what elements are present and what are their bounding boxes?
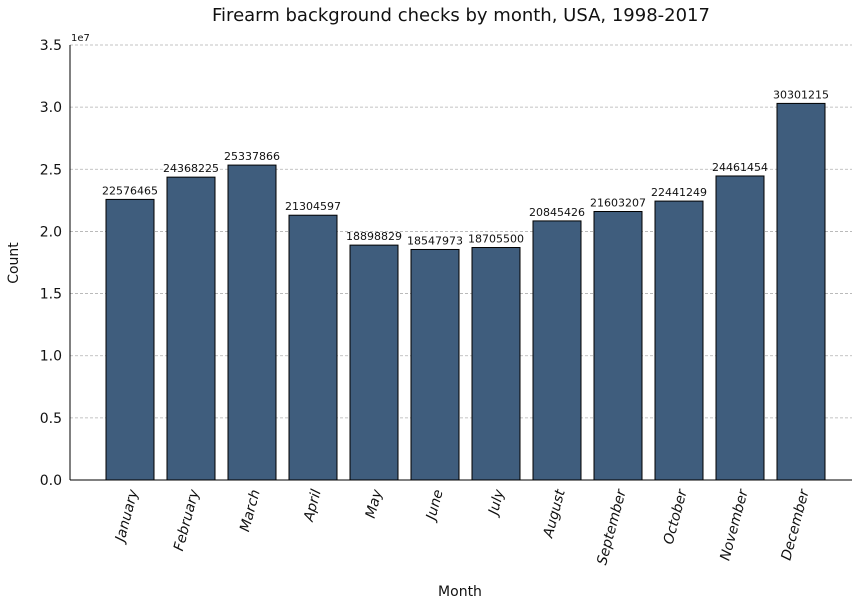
x-tick-label: June: [423, 488, 447, 524]
x-tick-label: July: [485, 487, 508, 519]
bar-may: [349, 244, 399, 481]
y-tick-label: 3.5: [40, 38, 62, 54]
data-label: 18898829: [346, 230, 402, 243]
y-tick-label: 2.0: [40, 224, 62, 240]
data-label: 18705500: [468, 233, 524, 246]
y-tick-label: 3.0: [40, 100, 62, 116]
y-axis-label: Count: [6, 242, 22, 284]
x-tick-label: August: [540, 487, 569, 540]
bar-july: [471, 247, 521, 481]
x-tick-label: January: [112, 487, 142, 546]
bar-september: [593, 211, 643, 481]
x-tick-label: March: [237, 488, 264, 534]
bar-june: [410, 248, 460, 481]
bar-december: [776, 102, 826, 481]
data-label: 20845426: [529, 206, 585, 219]
x-tick-label: September: [594, 487, 630, 567]
y-tick-label: 0.0: [40, 473, 62, 489]
x-tick-label: April: [301, 488, 325, 524]
y-ticks: 0.0 0.5 1.0 1.5 2.0 2.5 3.0 3.5: [40, 38, 62, 489]
bar-april: [288, 214, 338, 481]
x-tick-label: November: [717, 487, 752, 563]
y-tick-label: 1.5: [40, 287, 62, 303]
y-tick-label: 0.5: [40, 411, 62, 427]
data-label: 24461454: [712, 161, 768, 174]
chart-title: Firearm background checks by month, USA,…: [212, 5, 710, 26]
x-tick-label: February: [171, 487, 203, 552]
bar-january: [105, 198, 155, 481]
axes: [69, 45, 852, 481]
x-axis-label: Month: [438, 584, 482, 600]
y-tick-label: 1.0: [40, 349, 62, 365]
data-label: 21603207: [590, 197, 646, 210]
x-tick-label: October: [661, 487, 691, 546]
data-label: 30301215: [773, 88, 829, 101]
data-label: 21304597: [285, 200, 341, 213]
data-label: 25337866: [224, 150, 280, 163]
bars: [105, 102, 826, 481]
data-labels: 22576465 24368225 25337866 21304597 18898829…: [102, 88, 829, 247]
x-tick-label: May: [363, 487, 386, 520]
data-label: 18547973: [407, 234, 463, 247]
bar-november: [715, 175, 765, 481]
y-axis-multiplier: 1e7: [71, 33, 90, 44]
data-label: 22441249: [651, 186, 707, 199]
bar-august: [532, 220, 582, 481]
bar-october: [654, 200, 704, 481]
bar-march: [227, 164, 277, 481]
x-ticks: January February March April May June July Augu…: [112, 487, 813, 567]
x-tick-label: December: [778, 487, 813, 562]
data-label: 22576465: [102, 184, 158, 197]
bar-february: [166, 176, 216, 481]
y-tick-label: 2.5: [40, 162, 62, 178]
data-label: 24368225: [163, 162, 219, 175]
